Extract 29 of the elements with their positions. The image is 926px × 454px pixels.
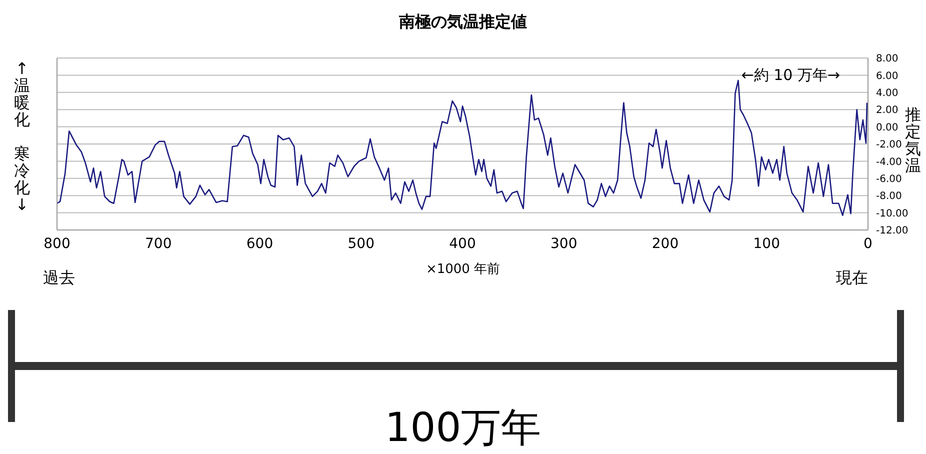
x-axis-title: ×1000 年前 (426, 262, 500, 277)
y2-tick-label: -12.00 (876, 226, 908, 237)
x-tick-label: 600 (246, 236, 274, 252)
text: 寒冷化↓ (14, 144, 30, 214)
x-tick-label: 300 (550, 236, 578, 252)
y2-tick-label: -8.00 (876, 191, 902, 202)
y2-tick-label: 4.00 (876, 88, 898, 99)
annotation: ←約 10 万年→ (741, 66, 840, 85)
y2-tick-label: -2.00 (876, 140, 902, 151)
chart-title: 南極の気温推定値 (398, 12, 528, 33)
x-tick-label: 100 (753, 236, 780, 252)
text: 100万年 (384, 404, 542, 453)
y2-tick-label: 2.00 (876, 105, 898, 116)
y2-tick-label: 6.00 (876, 70, 898, 82)
x-tick-label: 700 (145, 236, 172, 252)
x-tick-label: 200 (652, 236, 679, 252)
x-tick-label: 400 (449, 236, 476, 252)
y2-tick-label: -4.00 (876, 156, 902, 168)
y2-tick-label: 8.00 (876, 54, 898, 65)
x-tick-label: 0 (864, 236, 872, 252)
x-tick-label: 800 (44, 236, 70, 252)
y2-tick-label: -10.00 (876, 208, 908, 220)
y2-tick-label: -6.00 (876, 174, 902, 185)
text: 過去 (43, 268, 75, 289)
y2-axis-title: 推定気温 (905, 105, 921, 175)
y-axis-title: ↑温暖化 (14, 59, 30, 129)
y2-tick-label: 0.00 (876, 122, 898, 134)
text: 現在 (836, 268, 868, 289)
x-tick-label: 500 (348, 236, 374, 252)
